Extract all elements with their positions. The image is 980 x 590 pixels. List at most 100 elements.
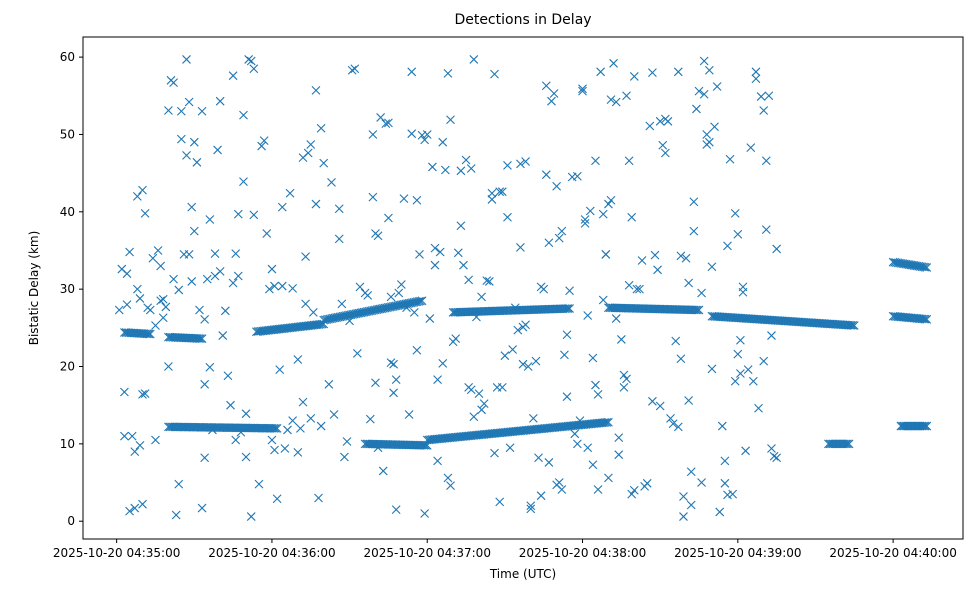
data-point	[561, 304, 571, 313]
data-point	[717, 421, 727, 431]
data-point	[363, 290, 373, 300]
data-point	[759, 106, 769, 115]
data-point	[497, 383, 507, 392]
data-point	[596, 67, 606, 77]
data-point	[140, 208, 150, 218]
data-point	[456, 166, 466, 176]
data-point	[259, 136, 269, 146]
data-point	[200, 453, 210, 463]
data-point	[593, 389, 603, 399]
data-point	[681, 253, 691, 263]
data-point	[588, 353, 598, 363]
data-point	[176, 106, 186, 116]
data-point	[394, 288, 404, 298]
data-point	[342, 437, 352, 446]
data-point	[228, 278, 238, 288]
data-point	[539, 284, 549, 294]
y-axis-ticks: 0 10 20 30 40 50 60	[60, 50, 83, 528]
data-point	[202, 274, 212, 284]
data-point	[624, 156, 634, 166]
data-point	[239, 177, 248, 187]
data-point	[422, 130, 432, 139]
data-point	[182, 150, 191, 160]
data-point	[443, 473, 453, 483]
x-tick-label: 2025-10-20 04:36:00	[208, 546, 335, 560]
data-point	[754, 403, 763, 413]
data-point	[694, 86, 704, 96]
data-point	[174, 285, 184, 295]
data-point	[679, 492, 688, 501]
data-point	[277, 281, 287, 291]
data-point	[197, 334, 207, 344]
data-point	[205, 362, 215, 372]
data-point	[692, 305, 702, 315]
y-tick-label: 0	[67, 514, 75, 528]
data-point	[433, 375, 442, 385]
data-point	[627, 212, 637, 222]
data-point	[340, 452, 349, 462]
data-point	[736, 335, 745, 345]
data-point	[521, 320, 530, 330]
data-point	[482, 276, 492, 286]
data-point	[748, 376, 758, 386]
data-point	[140, 389, 150, 398]
data-point	[704, 137, 714, 147]
data-point	[125, 506, 134, 516]
data-point	[414, 297, 424, 306]
data-point	[600, 418, 610, 427]
data-point	[490, 69, 499, 79]
data-point	[148, 253, 158, 263]
data-point	[738, 287, 748, 297]
data-point	[197, 503, 207, 513]
data-point	[220, 306, 230, 316]
data-point	[767, 331, 776, 340]
data-point	[246, 56, 256, 66]
data-point	[352, 348, 362, 358]
x-tick-label: 2025-10-20 04:40:00	[829, 546, 956, 560]
data-point	[466, 164, 476, 173]
data-point	[453, 248, 463, 258]
data-point	[329, 410, 339, 419]
data-point	[337, 299, 347, 309]
data-point	[425, 314, 435, 323]
data-point	[730, 376, 740, 386]
data-point	[226, 400, 235, 410]
data-point	[741, 446, 750, 456]
data-point	[730, 208, 740, 218]
x-tick-label: 2025-10-20 04:39:00	[674, 546, 801, 560]
data-point	[629, 485, 639, 495]
data-point	[267, 435, 277, 445]
y-tick-label: 50	[60, 127, 75, 141]
data-point	[384, 213, 393, 223]
data-point	[660, 148, 670, 158]
data-point	[684, 396, 694, 405]
data-point	[391, 375, 401, 385]
data-point	[516, 159, 525, 169]
data-point	[350, 64, 360, 74]
data-point	[182, 55, 191, 64]
data-point	[272, 424, 282, 433]
data-point	[604, 417, 613, 427]
data-point	[536, 491, 546, 501]
data-point	[557, 226, 567, 236]
data-point	[495, 187, 505, 197]
data-point	[761, 156, 771, 166]
data-point	[650, 250, 660, 260]
data-point	[464, 275, 474, 285]
data-point	[378, 466, 388, 476]
data-point	[746, 143, 756, 152]
data-point	[663, 116, 673, 126]
data-point	[130, 447, 140, 456]
data-point	[438, 137, 448, 147]
data-point	[490, 448, 499, 458]
x-axis-label: Time (UTC)	[489, 567, 556, 581]
data-point	[743, 365, 753, 374]
data-point	[368, 130, 378, 139]
data-point	[417, 296, 427, 306]
data-point	[922, 263, 932, 272]
data-point	[446, 115, 455, 125]
data-point	[435, 247, 445, 257]
data-point	[653, 265, 662, 275]
data-point	[565, 304, 574, 313]
data-point	[244, 55, 254, 64]
